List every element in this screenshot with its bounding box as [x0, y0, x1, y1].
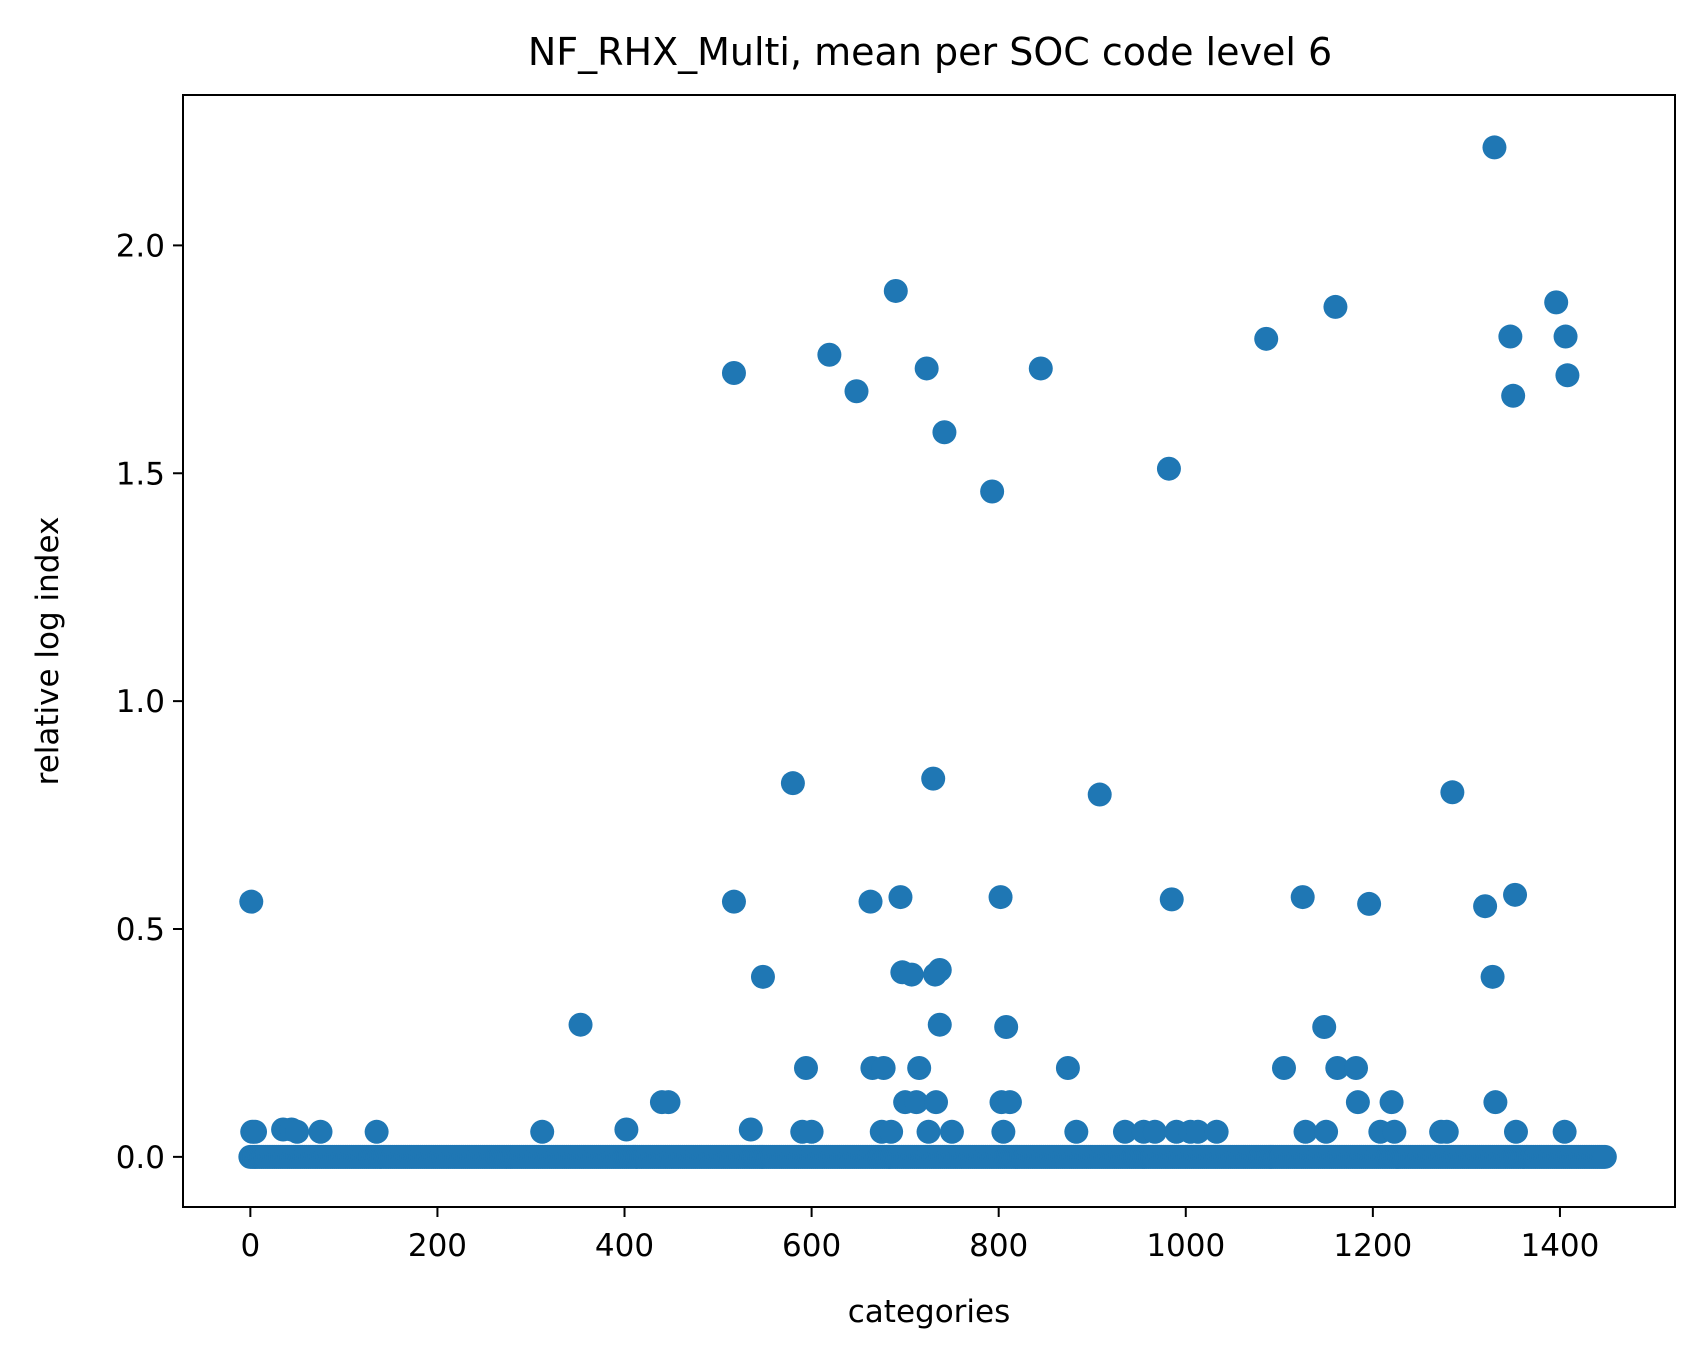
x-tick-label: 800 — [969, 1228, 1028, 1264]
data-point — [927, 958, 952, 983]
data-point — [879, 1119, 904, 1144]
data-point — [858, 889, 883, 914]
data-point — [1482, 135, 1507, 160]
data-point — [656, 1090, 681, 1115]
data-point — [994, 1014, 1019, 1039]
data-point — [1185, 1119, 1210, 1144]
data-point — [1271, 1056, 1296, 1080]
x-axis-label: categories — [848, 1294, 1011, 1330]
data-point — [1555, 363, 1580, 388]
y-tick-label: 2.0 — [116, 228, 165, 264]
data-point — [1480, 964, 1505, 989]
data-point — [1064, 1119, 1089, 1144]
y-tick-label: 0.0 — [116, 1140, 165, 1176]
x-tick-label: 1200 — [1333, 1228, 1412, 1264]
data-point — [1544, 290, 1569, 315]
baseline-point — [1592, 1144, 1617, 1169]
data-point — [568, 1012, 593, 1037]
x-tick-label: 200 — [408, 1228, 467, 1264]
data-point — [1498, 324, 1523, 349]
data-point — [285, 1119, 310, 1144]
data-point — [1156, 456, 1181, 481]
data-point — [1503, 1119, 1528, 1144]
data-point — [1473, 894, 1498, 919]
data-point — [1159, 887, 1184, 912]
x-tick-label: 0 — [240, 1228, 260, 1264]
data-point — [1379, 1090, 1404, 1115]
plot-frame — [182, 94, 1676, 1208]
data-point — [614, 1117, 639, 1142]
data-point — [1254, 326, 1279, 351]
data-point — [738, 1117, 763, 1142]
data-point — [899, 962, 924, 987]
data-point — [1323, 294, 1348, 319]
data-points — [238, 135, 1617, 1169]
data-point — [1344, 1056, 1369, 1080]
data-point — [914, 356, 939, 381]
data-point — [907, 1056, 932, 1080]
data-point — [1345, 1090, 1370, 1115]
data-point — [921, 766, 946, 791]
data-point — [991, 1119, 1016, 1144]
data-point — [997, 1090, 1022, 1115]
data-point — [1501, 383, 1526, 408]
y-tick-label: 1.5 — [116, 456, 165, 492]
data-point — [750, 964, 775, 989]
data-point — [871, 1056, 896, 1080]
data-point — [1434, 1119, 1459, 1144]
y-axis-label: relative log index — [30, 517, 66, 786]
data-point — [1552, 1119, 1577, 1144]
data-point — [980, 479, 1005, 504]
data-point — [927, 1012, 952, 1037]
data-point — [239, 889, 264, 914]
data-point — [817, 342, 842, 367]
data-point — [1483, 1090, 1508, 1115]
data-point — [1325, 1056, 1350, 1080]
y-tick-label: 1.0 — [116, 684, 165, 720]
data-point — [799, 1119, 824, 1144]
data-point — [364, 1119, 389, 1144]
x-tick-label: 1000 — [1146, 1228, 1225, 1264]
data-point — [924, 1090, 949, 1115]
data-point — [1293, 1119, 1318, 1144]
data-point — [904, 1090, 929, 1115]
data-point — [844, 379, 869, 404]
x-axis-ticks: 0 200 400 600 800 1000 1200 1400 — [240, 1207, 1599, 1264]
data-point — [1440, 780, 1465, 805]
data-point — [721, 361, 746, 385]
data-point — [1553, 324, 1578, 349]
data-point — [1204, 1119, 1229, 1144]
data-point — [1290, 885, 1315, 910]
data-point — [530, 1119, 555, 1144]
data-point — [243, 1119, 268, 1144]
x-tick-label: 1400 — [1520, 1228, 1599, 1264]
y-axis-ticks: 0.0 0.5 1.0 1.5 2.0 — [116, 228, 183, 1176]
data-point — [1314, 1119, 1339, 1144]
data-point — [1382, 1119, 1407, 1144]
data-point — [1312, 1014, 1337, 1039]
data-point — [1357, 891, 1382, 916]
data-point — [1142, 1119, 1167, 1144]
x-tick-label: 600 — [782, 1228, 841, 1264]
data-point — [888, 885, 913, 910]
data-point — [721, 889, 746, 914]
data-point — [939, 1119, 964, 1144]
data-point — [1087, 782, 1112, 807]
chart-title: NF_RHX_Multi, mean per SOC code level 6 — [528, 30, 1332, 74]
x-tick-label: 400 — [595, 1228, 654, 1264]
data-point — [308, 1119, 333, 1144]
data-point — [1112, 1119, 1137, 1144]
data-point — [1028, 356, 1053, 381]
data-point — [916, 1119, 941, 1144]
data-point — [1055, 1056, 1080, 1080]
data-point — [988, 885, 1013, 910]
data-point — [1503, 882, 1528, 907]
data-point — [883, 278, 908, 303]
data-point — [932, 420, 957, 445]
data-point — [780, 771, 805, 796]
y-tick-label: 0.5 — [116, 912, 165, 948]
data-point — [793, 1056, 818, 1080]
